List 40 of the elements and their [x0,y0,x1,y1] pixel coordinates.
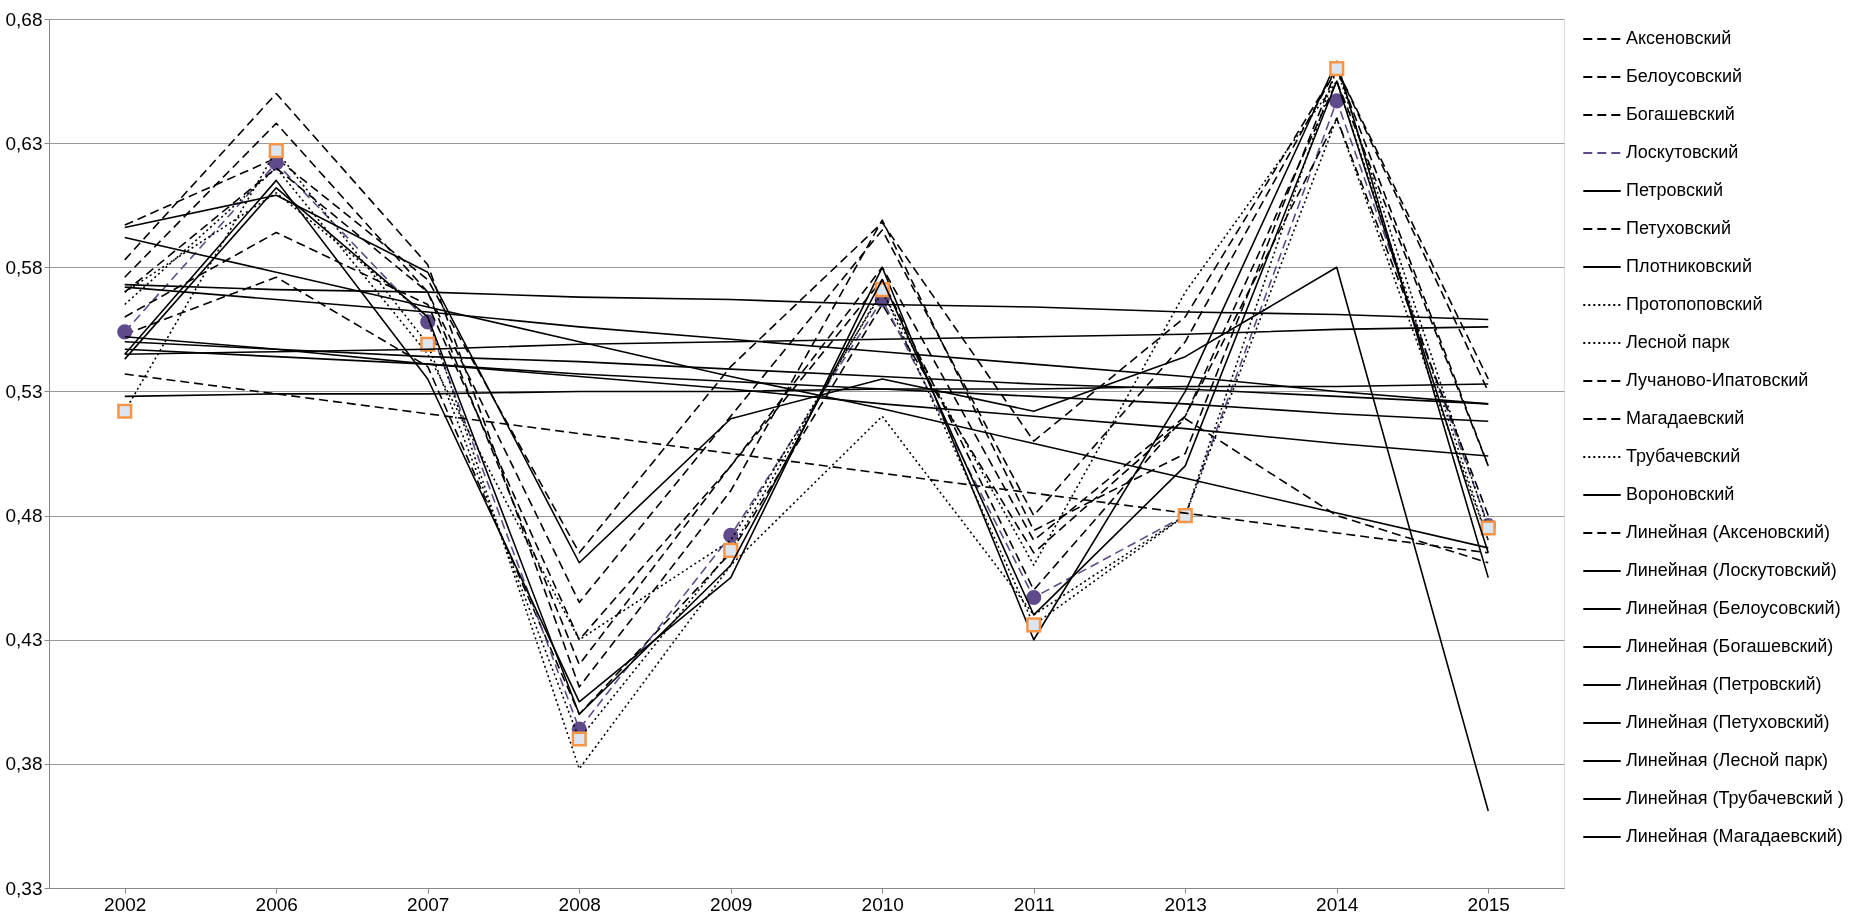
legend-label: Лоскутовский [1626,142,1739,162]
legend-label: Линейная (Богашевский) [1626,636,1834,656]
legend-label: Трубачевский [1626,446,1741,466]
legend-label: Линейная (Магадаевский) [1626,826,1843,846]
legend-label: Протопоповский [1626,294,1763,314]
legend-label: Белоусовский [1626,66,1743,86]
y-tick-label: 0,63 [5,132,43,154]
x-tick-label: 2011 [1013,893,1055,915]
legend-label: Лучаново-Ипатовский [1626,370,1809,390]
x-tick-label: 2007 [407,893,450,915]
legend-label: Линейная (Белоусовский) [1626,598,1841,618]
legend-label: Лесной парк [1626,332,1730,352]
legend-label: Линейная (Петровский) [1626,674,1822,694]
legend-label: Богашевский [1626,104,1735,124]
legend-label: Аксеновский [1626,28,1732,48]
y-tick-label: 0,38 [5,753,43,775]
x-tick-label: 2002 [104,893,147,915]
x-tick-label: 2013 [1164,893,1207,915]
legend-label: Вороновский [1626,484,1735,504]
y-tick-label: 0,33 [5,877,43,899]
y-tick-label: 0,48 [5,505,43,527]
x-tick-label: 2006 [255,893,298,915]
legend-label: Плотниковский [1626,256,1752,276]
legend-label: Линейная (Петуховский) [1626,712,1830,732]
y-tick-label: 0,68 [5,8,43,30]
x-tick-label: 2015 [1467,893,1510,915]
y-tick-label: 0,58 [5,256,43,278]
x-tick-label: 2014 [1316,893,1359,915]
x-tick-label: 2009 [710,893,753,915]
legend-label: Петуховский [1626,218,1731,238]
x-tick-label: 2008 [558,893,601,915]
legend-label: Петровский [1626,180,1723,200]
x-tick-label: 2010 [861,893,904,915]
legend-label: Линейная (Лоскутовский) [1626,560,1837,580]
y-tick-label: 0,53 [5,380,43,402]
y-tick-label: 0,43 [5,629,43,651]
legend-label: Линейная (Аксеновский) [1626,522,1830,542]
legend-label: Магадаевский [1626,408,1745,428]
legend-label: Линейная (Лесной парк) [1626,750,1829,770]
legend-label: Линейная (Трубачевский ) [1626,788,1844,808]
